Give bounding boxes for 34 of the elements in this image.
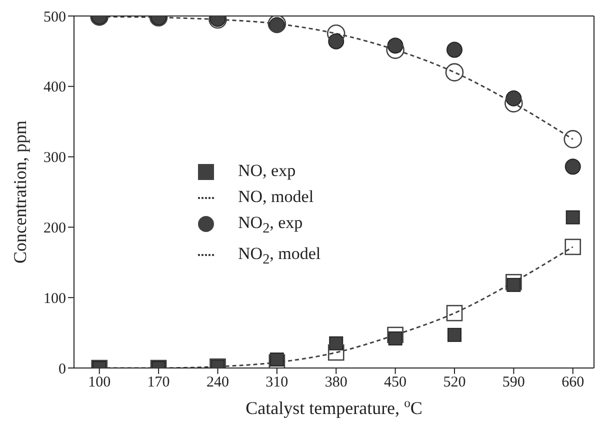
legend-label: NO, model xyxy=(238,187,314,206)
x-tick-label: 520 xyxy=(443,374,466,391)
x-tick-label: 450 xyxy=(384,374,407,391)
point xyxy=(566,210,580,224)
point xyxy=(446,304,463,322)
x-tick-label: 310 xyxy=(266,374,288,391)
y-axis-title: Concentration, ppm xyxy=(10,120,30,264)
point xyxy=(445,63,464,82)
x-axis-title: Catalyst temperature, $^{o}$C xyxy=(246,396,422,418)
point xyxy=(387,326,404,344)
legend-label: NO, exp xyxy=(238,161,296,180)
x-tick-label: 660 xyxy=(562,374,584,391)
point xyxy=(564,238,582,256)
y-tick-label: 500 xyxy=(44,9,66,26)
point xyxy=(446,42,462,58)
y-tick-label: 100 xyxy=(44,290,66,307)
x-tick-label: 590 xyxy=(502,374,525,391)
x-tick-label: 100 xyxy=(88,374,111,391)
legend-label: NO$_{2}$, exp xyxy=(238,213,303,236)
legend-label: NO$_{2}$, model xyxy=(238,244,321,268)
point xyxy=(328,344,344,361)
point xyxy=(447,328,462,342)
point xyxy=(564,130,582,148)
y-tick-label: 0 xyxy=(58,361,66,378)
point xyxy=(329,336,344,350)
y-tick-label: 300 xyxy=(44,150,66,166)
point xyxy=(388,331,402,346)
x-tick-label: 240 xyxy=(206,374,229,391)
point xyxy=(564,158,581,175)
y-tick-label: 200 xyxy=(44,220,66,237)
x-tick-label: 380 xyxy=(324,374,348,391)
y-tick-label: 400 xyxy=(44,80,66,96)
x-tick-label: 170 xyxy=(147,374,170,391)
point xyxy=(506,274,522,290)
